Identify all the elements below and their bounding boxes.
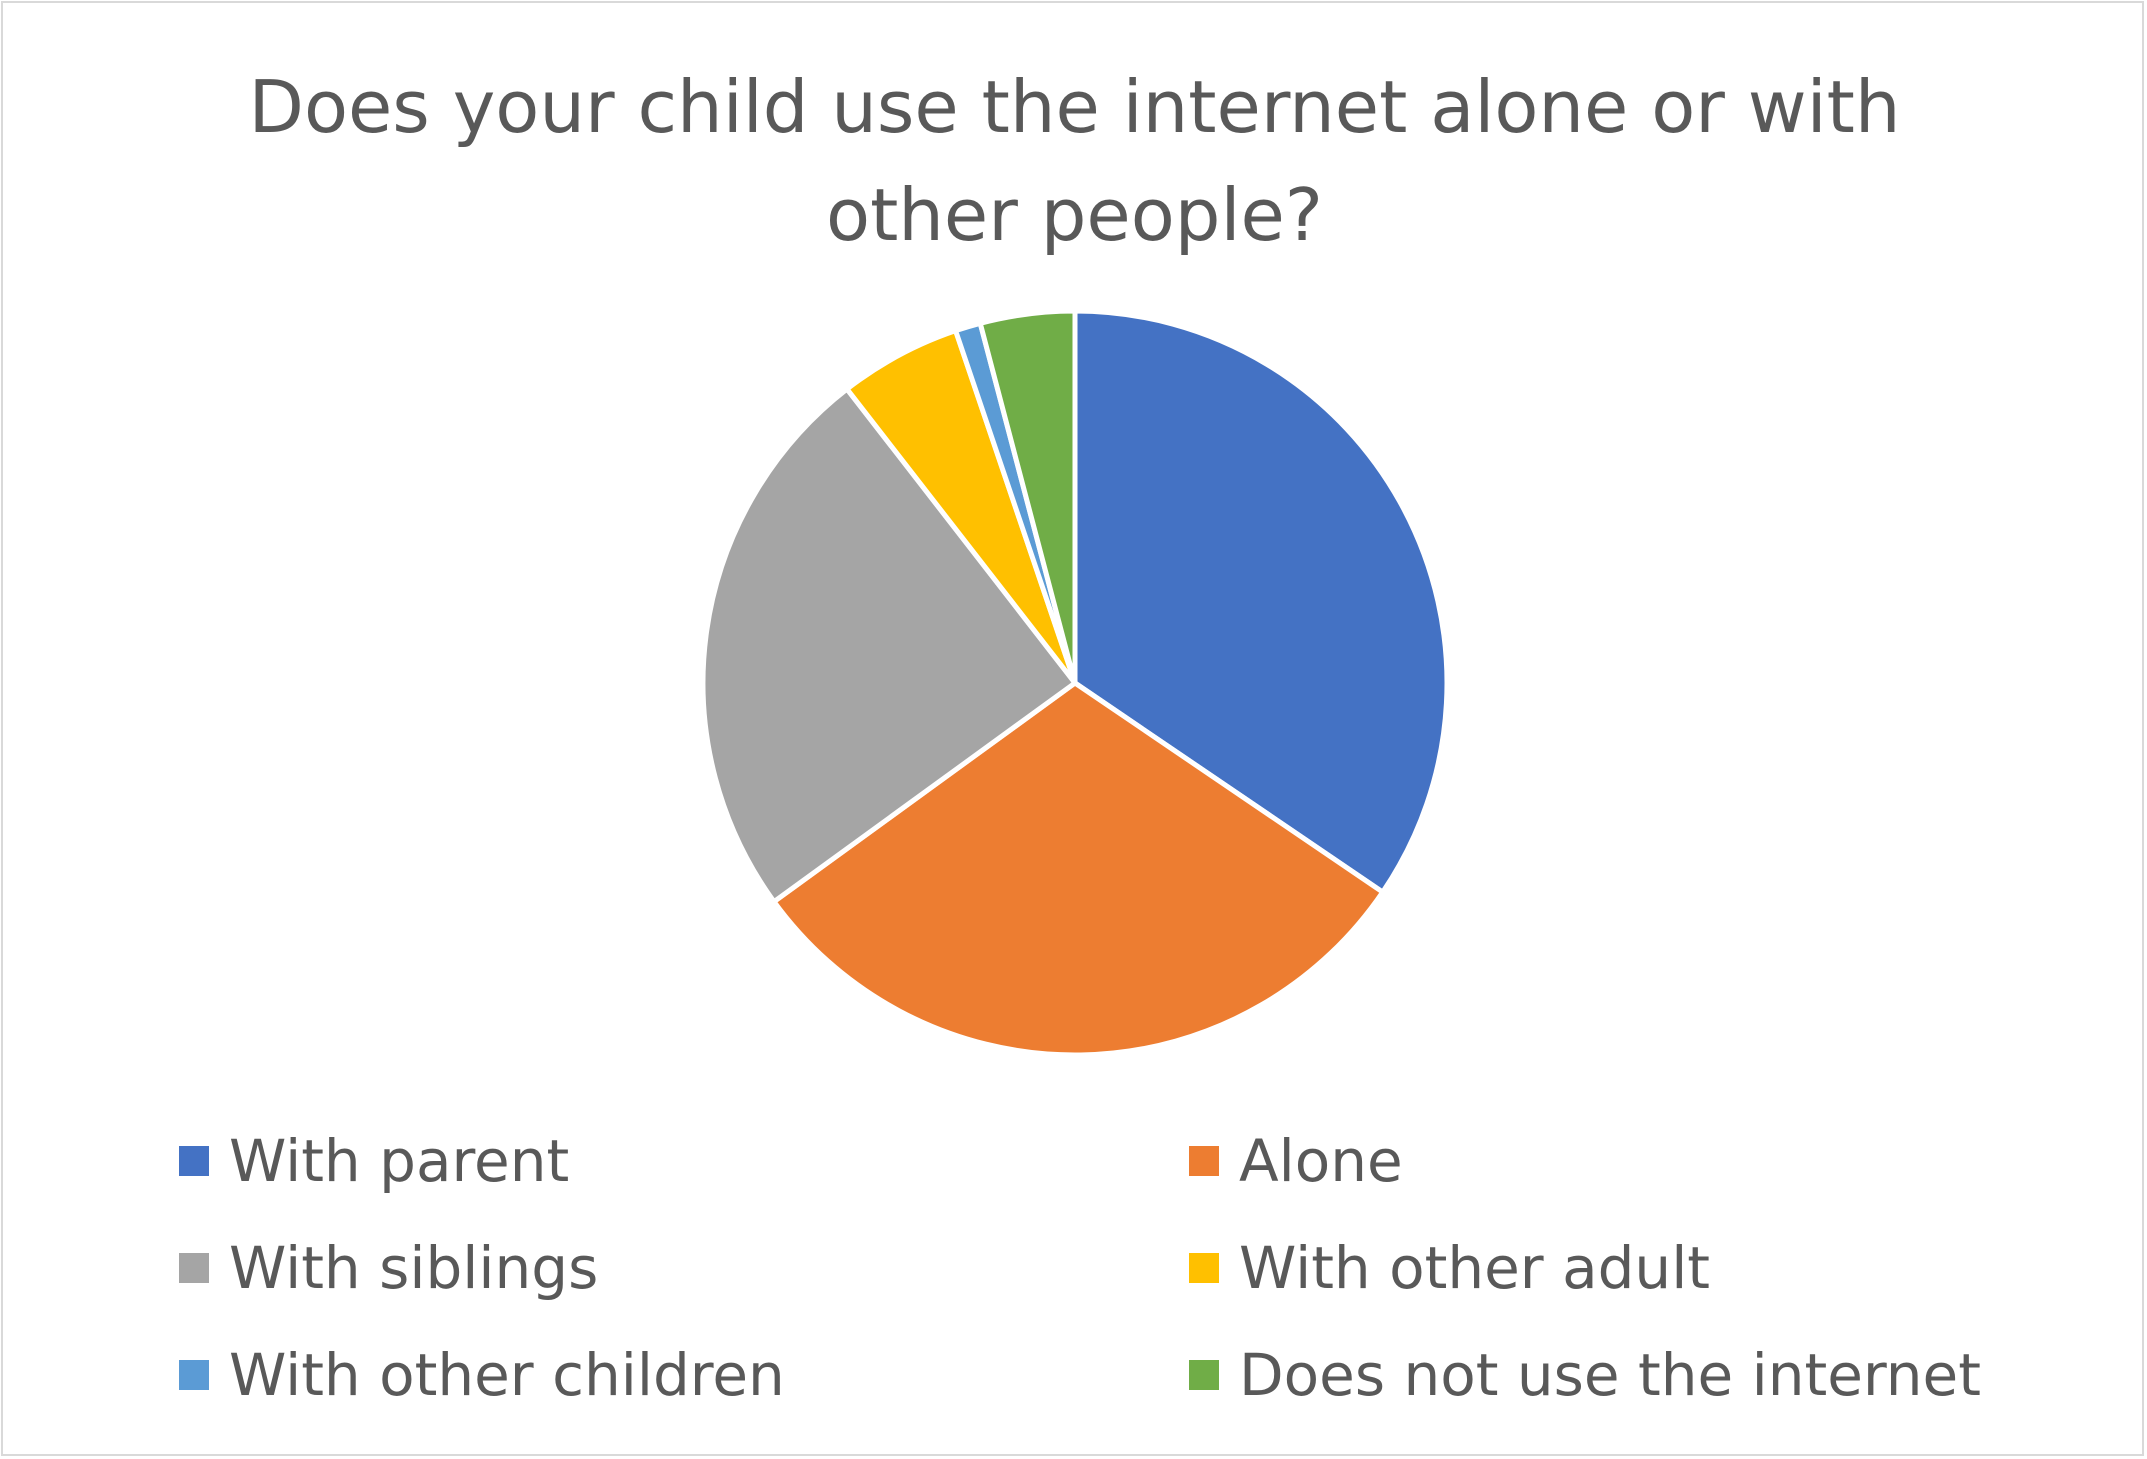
legend-swatch-with-parent [179,1146,209,1176]
legend-swatch-with-other-children [179,1360,209,1390]
legend-label-with-siblings: With siblings [229,1234,599,1302]
legend-item-does-not-use-the-internet[interactable]: Does not use the internet [1189,1325,1981,1425]
chart-title-line-1: Does your child use the internet alone o… [248,65,1901,149]
legend-swatch-alone [1189,1146,1219,1176]
legend-label-with-parent: With parent [229,1127,570,1195]
legend-item-with-siblings[interactable]: With siblings [179,1218,598,1318]
pie-slice-with-siblings[interactable] [700,386,1078,905]
legend-item-with-other-children[interactable]: With other children [179,1325,785,1425]
legend-item-with-other-adult[interactable]: With other adult [1189,1218,1710,1318]
chart-title: Does your child use the internet alone o… [3,53,2146,269]
legend-swatch-does-not-use-the-internet [1189,1360,1219,1390]
legend-label-with-other-children: With other children [229,1341,785,1409]
legend: With parent Alone With siblings With oth… [179,1111,2019,1441]
legend-label-with-other-adult: With other adult [1239,1234,1711,1302]
pie-slice-with-parent[interactable] [1072,308,1450,895]
legend-swatch-with-siblings [179,1253,209,1283]
chart-title-line-2: other people? [826,173,1323,257]
legend-label-alone: Alone [1239,1127,1403,1195]
legend-swatch-with-other-adult [1189,1253,1219,1283]
legend-item-alone[interactable]: Alone [1189,1111,1403,1211]
pie-slice-alone[interactable] [771,680,1386,1058]
legend-label-does-not-use-the-internet: Does not use the internet [1239,1341,1981,1409]
pie-slice-does-not-use-the-internet[interactable] [977,308,1078,686]
legend-item-with-parent[interactable]: With parent [179,1111,569,1211]
pie-chart [700,308,1450,1058]
